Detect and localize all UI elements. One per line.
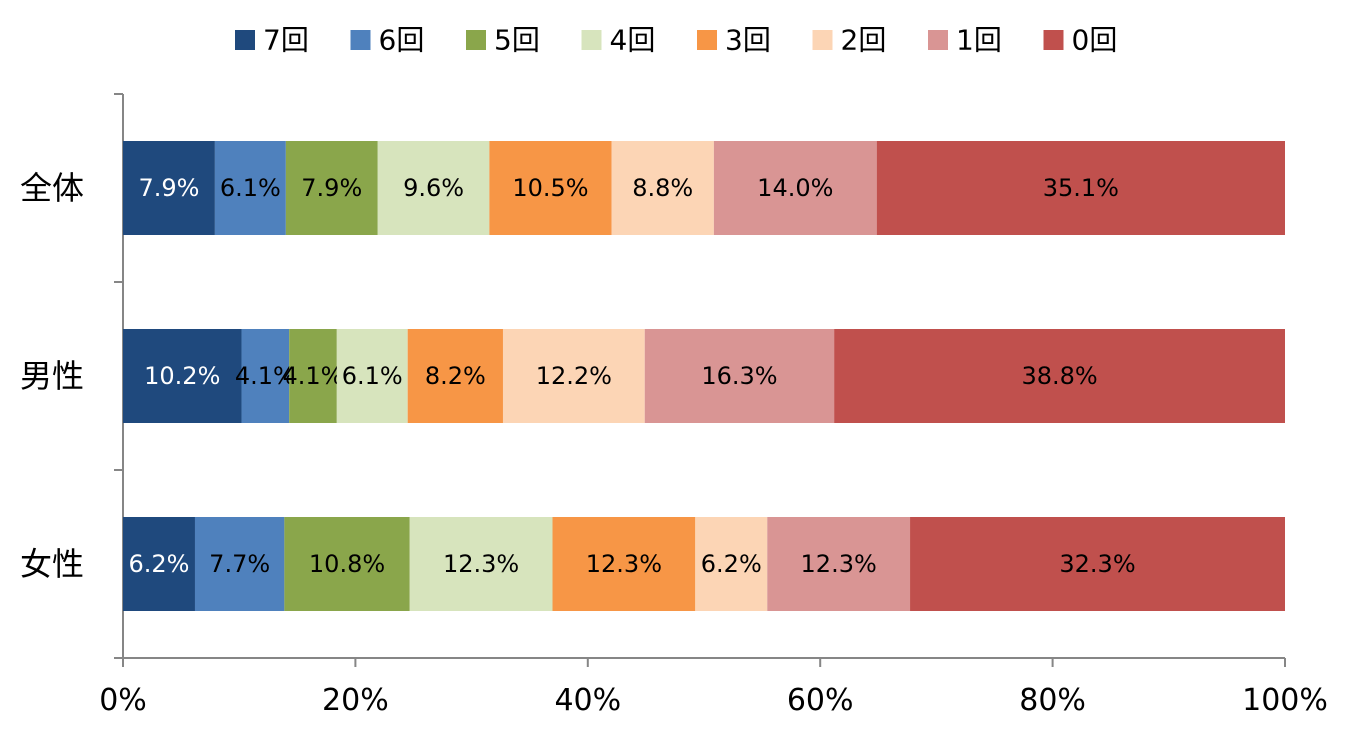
legend-swatch <box>697 30 717 50</box>
legend-item: 4回 <box>581 24 656 57</box>
data-label: 6.1% <box>220 174 281 202</box>
bar-segment <box>336 329 408 423</box>
data-label: 12.3% <box>801 550 877 578</box>
legend-label: 5回 <box>494 24 540 57</box>
data-label: 8.2% <box>425 362 486 390</box>
legend-label: 4回 <box>610 24 656 57</box>
legend-swatch <box>581 30 602 50</box>
data-label: 7.9% <box>138 174 199 202</box>
bar-segment <box>910 517 1285 611</box>
x-tick-label: 0% <box>99 683 147 718</box>
data-label: 9.6% <box>403 174 464 202</box>
bar-segment <box>194 517 285 611</box>
legend: 7回 6回 5回 4回 3回 2回 1回 0回 <box>235 24 1117 57</box>
data-label: 4.1% <box>282 362 343 390</box>
data-label: 6.1% <box>342 362 403 390</box>
x-tick-label: 20% <box>322 683 389 718</box>
x-tick-label: 100% <box>1242 683 1328 718</box>
legend-item: 6回 <box>350 24 425 57</box>
data-label: 14.0% <box>757 174 833 202</box>
legend-item: 5回 <box>466 24 540 57</box>
bar-segment <box>123 141 215 235</box>
x-tick-label: 40% <box>554 683 621 718</box>
x-tick-label: 60% <box>787 683 854 718</box>
data-label: 38.8% <box>1021 362 1097 390</box>
bars: 7.9% 6.1% 7.9% 9.6% 10.5% 8.8% 14.0% 35.1% 10.2%… <box>123 141 1285 611</box>
legend-label: 7回 <box>263 24 309 57</box>
bar-row: 10.2% 4.1%4.1%6.1% 8.2% 12.2% 16.3% 38.8% <box>123 329 1285 423</box>
category-label: 全体 <box>20 169 84 207</box>
bar-segment <box>407 329 503 423</box>
legend-label: 6回 <box>379 24 425 57</box>
legend-item: 3回 <box>697 24 771 57</box>
category-label: 男性 <box>20 357 84 395</box>
data-label: 10.8% <box>309 550 385 578</box>
bar-segment <box>489 141 612 235</box>
data-label: 12.3% <box>586 550 662 578</box>
legend-item: 1回 <box>928 24 1002 57</box>
legend-swatch <box>812 30 833 50</box>
data-label: 35.1% <box>1043 174 1119 202</box>
legend-label: 2回 <box>841 24 887 57</box>
bar-segment <box>241 329 290 423</box>
bar-segment <box>644 329 835 423</box>
legend-swatch <box>466 30 486 50</box>
legend-item: 0回 <box>1043 24 1118 57</box>
bar-segment <box>502 329 645 423</box>
legend-label: 3回 <box>725 24 771 57</box>
bar-segment <box>876 141 1285 235</box>
data-label: 12.3% <box>443 550 519 578</box>
data-label: 7.9% <box>301 174 362 202</box>
legend-swatch <box>1043 30 1064 50</box>
bar-segment <box>123 517 195 611</box>
bar-segment <box>214 141 286 235</box>
data-label: 7.7% <box>209 550 270 578</box>
bar-segment <box>767 517 911 611</box>
data-label: 8.8% <box>632 174 693 202</box>
bar-segment <box>552 517 696 611</box>
bar-segment <box>409 517 553 611</box>
bar-row: 7.9% 6.1% 7.9% 9.6% 10.5% 8.8% 14.0% 35.1% <box>123 141 1285 235</box>
data-label: 10.2% <box>144 362 220 390</box>
bar-segment <box>285 141 378 235</box>
bar-segment <box>377 141 490 235</box>
x-tick-label: 80% <box>1019 683 1086 718</box>
legend-swatch <box>350 30 371 50</box>
legend-label: 1回 <box>956 24 1002 57</box>
data-label: 10.5% <box>512 174 588 202</box>
legend-swatch <box>928 30 948 50</box>
bar-segment <box>834 329 1285 423</box>
bar-segment <box>695 517 768 611</box>
legend-item: 2回 <box>812 24 887 57</box>
data-label: 6.2% <box>128 550 189 578</box>
data-label: 16.3% <box>701 362 777 390</box>
bar-segment <box>713 141 877 235</box>
bar-segment <box>123 329 242 423</box>
bar-segment <box>284 517 410 611</box>
data-label: 32.3% <box>1059 550 1135 578</box>
category-label: 女性 <box>20 545 84 583</box>
legend-swatch <box>235 30 255 50</box>
data-label: 4.1% <box>235 362 296 390</box>
legend-item: 7回 <box>235 24 309 57</box>
legend-label: 0回 <box>1072 24 1118 57</box>
bar-segment <box>611 141 714 235</box>
bar-row: 6.2% 7.7% 10.8% 12.3% 12.3% 6.2% 12.3% 32.3% <box>123 517 1285 611</box>
bar-segment <box>289 329 337 423</box>
data-label: 12.2% <box>536 362 612 390</box>
data-label: 6.2% <box>701 550 762 578</box>
